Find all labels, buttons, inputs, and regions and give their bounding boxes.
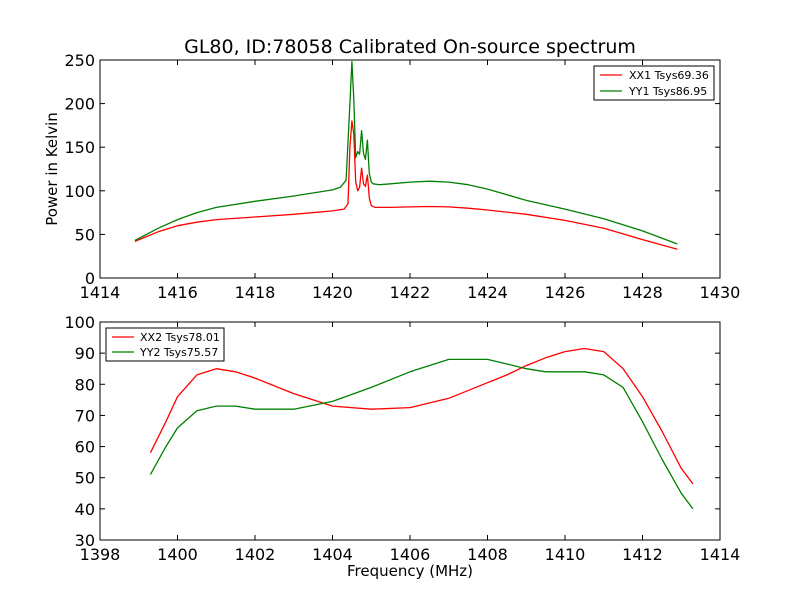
chart-bottom: Frequency (MHz) 1398 1400 1402 1404 1406 1408… bbox=[64, 313, 740, 580]
bottom-x-tick-label: 1408 bbox=[467, 545, 508, 564]
bottom-x-tick-label: 1398 bbox=[80, 545, 121, 564]
top-y-tick-label: 150 bbox=[64, 138, 95, 157]
bottom-y-tick-label: 100 bbox=[64, 313, 95, 332]
bottom-x-tick-label: 1402 bbox=[235, 545, 276, 564]
bottom-x-tick-label: 1404 bbox=[312, 545, 353, 564]
top-x-tick-label: 1422 bbox=[390, 283, 431, 302]
bottom-plot-frame bbox=[99, 321, 721, 541]
chart-top: GL80, ID:78058 Calibrated On-source spec… bbox=[43, 36, 740, 302]
bottom-x-tick-label: 1412 bbox=[622, 545, 663, 564]
bottom-y-tick-label: 80 bbox=[75, 375, 95, 394]
bottom-y-tick-label: 70 bbox=[75, 406, 95, 425]
bottom-legend-box bbox=[105, 327, 225, 362]
x-axis-label: Frequency (MHz) bbox=[347, 562, 473, 580]
bottom-series-lines bbox=[149, 347, 694, 510]
top-x-tick-label: 1428 bbox=[622, 283, 663, 302]
top-x-tick-label: 1424 bbox=[467, 283, 508, 302]
top-series-lines bbox=[134, 61, 678, 250]
top-legend: XX1 Tsys69.36 YY1 Tsys86.95 bbox=[593, 65, 715, 101]
bottom-y-tick-label: 40 bbox=[75, 500, 95, 519]
top-y-tick-label: 0 bbox=[85, 269, 95, 288]
top-axis-ticks: 1414 1416 1418 1420 1422 1424 1426 1428 1430 0 50 1… bbox=[64, 51, 740, 302]
bottom-x-tick-label: 1406 bbox=[390, 545, 431, 564]
top-y-tick-label: 50 bbox=[75, 225, 95, 244]
bottom-x-tick-label: 1410 bbox=[545, 545, 586, 564]
top-y-tick-label: 100 bbox=[64, 182, 95, 201]
legend-label-yy1: YY1 Tsys86.95 bbox=[628, 85, 707, 98]
top-plot-frame bbox=[99, 59, 721, 279]
top-y-tick-label: 250 bbox=[64, 51, 95, 70]
top-series-line-1 bbox=[134, 120, 678, 250]
bottom-axis-ticks: 1398 1400 1402 1404 1406 1408 1410 1412 1414 30 40… bbox=[64, 313, 740, 564]
bottom-y-tick-label: 30 bbox=[75, 531, 95, 550]
y-axis-label: Power in Kelvin bbox=[43, 112, 61, 226]
bottom-y-tick-label: 90 bbox=[75, 344, 95, 363]
bottom-y-tick-label: 60 bbox=[75, 438, 95, 457]
top-x-tick-label: 1430 bbox=[700, 283, 741, 302]
top-legend-box bbox=[593, 65, 715, 101]
bottom-series-line-2 bbox=[149, 358, 694, 510]
top-series-line-2 bbox=[134, 61, 678, 245]
legend-label-xx1: XX1 Tsys69.36 bbox=[629, 69, 709, 82]
bottom-x-tick-label: 1414 bbox=[700, 545, 741, 564]
bottom-y-tick-label: 50 bbox=[75, 469, 95, 488]
top-x-tick-label: 1418 bbox=[235, 283, 276, 302]
bottom-series-line-1 bbox=[149, 347, 694, 485]
top-x-tick-label: 1416 bbox=[157, 283, 198, 302]
bottom-x-tick-label: 1400 bbox=[157, 545, 198, 564]
top-x-tick-label: 1426 bbox=[545, 283, 586, 302]
chart-title: GL80, ID:78058 Calibrated On-source spec… bbox=[184, 36, 636, 58]
top-x-tick-label: 1420 bbox=[312, 283, 353, 302]
top-y-tick-label: 200 bbox=[64, 95, 95, 114]
legend-label-xx2: XX2 Tsys78.01 bbox=[140, 331, 220, 344]
top-x-tick-label: 1414 bbox=[80, 283, 121, 302]
bottom-legend: XX2 Tsys78.01 YY2 Tsys75.57 bbox=[105, 327, 225, 362]
legend-label-yy2: YY2 Tsys75.57 bbox=[139, 346, 218, 359]
